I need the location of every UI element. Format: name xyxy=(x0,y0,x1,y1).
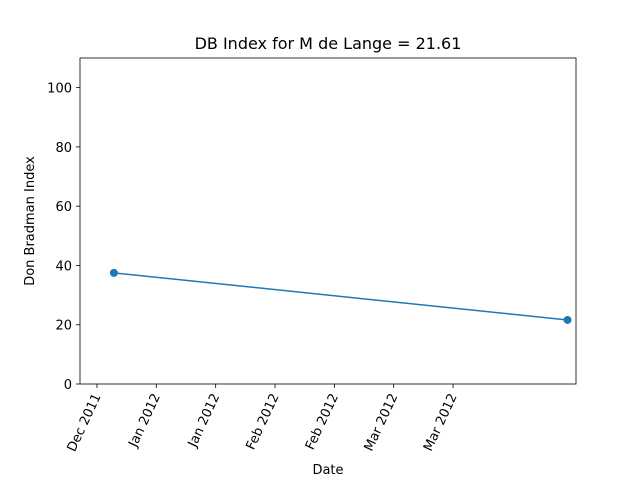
x-tick-label-3: Feb 2012 xyxy=(244,391,283,452)
y-tick-label-2: 40 xyxy=(55,259,72,274)
x-axis-label: Date xyxy=(312,463,343,478)
y-tick-label-5: 100 xyxy=(47,82,72,97)
x-tick-label-0: Dec 2011 xyxy=(65,391,105,454)
x-tick-label-4: Feb 2012 xyxy=(303,391,342,452)
y-tick-label-4: 80 xyxy=(55,141,72,156)
series-line-0 xyxy=(113,272,568,321)
axes-frame xyxy=(79,57,577,385)
y-axis: 0 20 40 60 80 100 xyxy=(47,82,80,393)
y-tick-label-1: 20 xyxy=(55,319,72,334)
y-tick-label-0: 0 xyxy=(64,378,72,393)
y-axis-label: Don Bradman Index xyxy=(23,156,38,286)
data-point-0-1 xyxy=(563,315,572,324)
x-tick-label-2: Jan 2012 xyxy=(185,391,223,450)
x-tick-label-5: Mar 2012 xyxy=(362,391,402,453)
x-tick-label-1: Jan 2012 xyxy=(126,391,164,450)
x-axis: Dec 2011 Jan 2012 Jan 2012 Feb 2012 Feb 2012… xyxy=(65,384,461,454)
y-tick-label-3: 60 xyxy=(55,200,72,215)
plot-area xyxy=(79,57,577,385)
data-point-0-0 xyxy=(109,268,118,277)
chart-title: DB Index for M de Lange = 21.61 xyxy=(195,34,462,53)
x-tick-label-6: Mar 2012 xyxy=(421,391,461,453)
